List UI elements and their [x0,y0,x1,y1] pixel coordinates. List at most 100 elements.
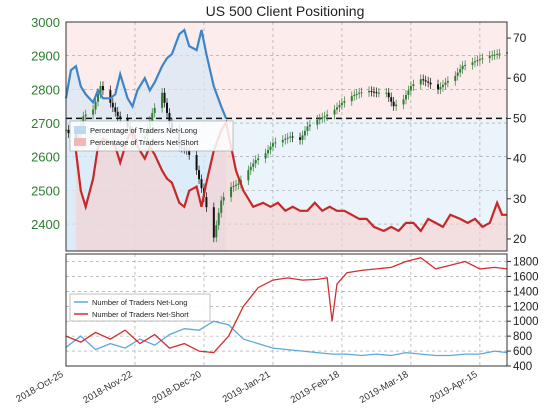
legend-label-net-long: Percentage of Traders Net-Long [90,126,197,135]
traders-net-long-line [65,320,508,357]
price-tick-label: 3000 [31,15,60,30]
date-tick-label: 2019-Jan-21 [221,369,273,405]
price-candle [267,149,270,154]
date-tick-label: 2019-Feb-18 [289,369,342,406]
price-candle [101,85,104,91]
percent-axis-ticks: 20 30 40 50 60 70 [507,31,527,246]
price-candle [303,130,306,136]
top-legend: Percentage of Traders Net-Long Percentag… [69,120,234,152]
price-tick-label: 2400 [31,217,60,232]
price-candle [318,118,321,120]
price-candle [350,96,353,102]
traders-tick-label: 800 [513,331,532,343]
price-candle [473,61,476,63]
price-candle [491,55,494,57]
traders-tick-label: 1600 [513,271,539,283]
price-candle [476,60,479,62]
price-candle [299,137,302,140]
date-tick-label: 2018-Dec-20 [150,369,203,406]
percent-tick-label: 40 [513,152,527,166]
price-candle [230,187,233,198]
top-legend-box [69,120,234,152]
price-candle [222,197,225,201]
price-candle [166,102,169,113]
price-candle [237,183,240,185]
price-candle [498,53,501,55]
legend-swatch-net-long [74,126,86,134]
price-candle [92,109,95,115]
price-candle [284,138,287,140]
percent-tick-label: 50 [513,111,527,125]
price-candle [286,137,289,139]
price-candle [355,93,358,95]
price-candle [387,92,390,98]
price-candle [358,92,361,94]
price-candle [493,54,496,56]
price-candle [459,69,462,73]
price-candle [372,91,375,93]
legend-label-net-short: Percentage of Traders Net-Short [90,138,199,147]
traders-tick-label: 1200 [513,301,539,313]
price-tick-label: 2900 [31,49,60,64]
price-candle [97,93,100,102]
price-candle [427,81,430,83]
price-candle [404,94,407,100]
price-candle [385,92,388,94]
price-candle [257,158,260,161]
price-candle [412,84,415,86]
price-candle [488,55,491,59]
date-tick-label: 2019-Apr-15 [428,369,479,405]
price-candle [281,139,284,143]
price-candle [454,75,457,81]
percent-tick-label: 20 [513,232,527,246]
price-candle [252,163,255,167]
price-candle [212,207,215,238]
price-candle [429,82,432,85]
price-candle [195,155,198,171]
price-candle [254,160,257,164]
legend-label-traders-net-long: Number of Traders Net-Long [92,298,187,307]
price-candle [496,53,499,55]
price-candle [151,112,154,121]
price-candle [249,166,252,171]
price-candle [99,85,102,94]
price-candle [274,142,277,144]
price-candle [308,124,311,127]
price-candle [368,91,371,93]
traders-tick-label: 400 [513,361,532,373]
price-candle [291,136,294,138]
top-panel: 2400 2500 2600 2700 2800 2900 3000 20 30 40 50 60 7… [31,15,527,252]
price-tick-label: 2700 [31,116,60,131]
price-candle [395,104,398,107]
price-candle [217,212,220,226]
percent-tick-label: 70 [513,31,527,45]
price-candle [301,135,304,140]
price-candle [446,80,449,83]
price-candle [419,79,422,85]
price-candle [478,59,481,61]
price-candle [407,90,410,95]
percent-tick-label: 60 [513,71,527,85]
price-tick-label: 2600 [31,150,60,165]
traders-tick-label: 1000 [513,316,539,328]
price-candle [114,107,117,112]
price-candle [215,225,218,238]
bottom-legend: Number of Traders Net-Long Number of Tra… [69,293,211,322]
price-candle [336,107,339,110]
price-candle [232,185,235,188]
legend-swatch-net-short [74,138,86,146]
traders-tick-label: 1400 [513,286,539,298]
price-candle [188,149,191,156]
price-candle [422,79,425,81]
price-candle [340,102,343,106]
price-candle [441,84,444,88]
price-candle [444,82,447,85]
legend-label-traders-net-short: Number of Traders Net-Short [92,310,190,319]
price-tick-label: 2800 [31,82,60,97]
price-candle [94,101,97,110]
price-candle [481,58,484,60]
price-candle [402,99,405,105]
price-candle [220,200,223,213]
date-tick-label: 2018-Oct-25 [14,369,65,405]
